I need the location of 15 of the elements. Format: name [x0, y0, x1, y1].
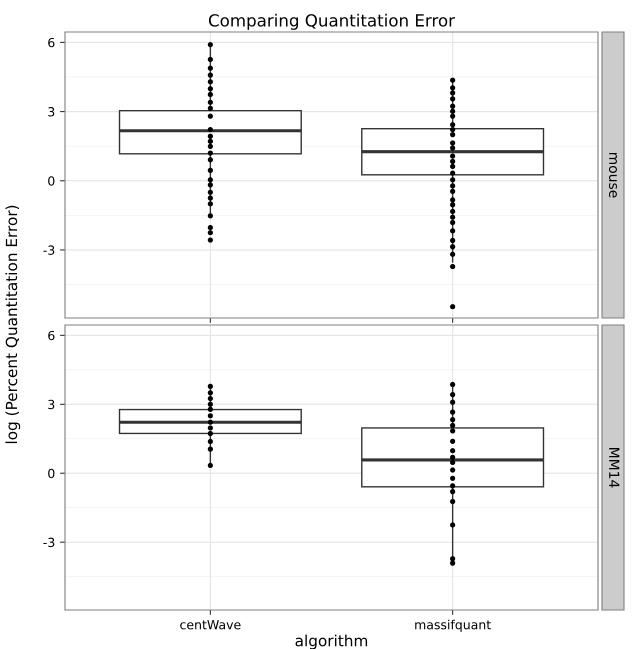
y-tick-label: 0: [48, 468, 54, 478]
y-tick-label: 3: [48, 400, 54, 410]
text: mouse: [608, 152, 617, 198]
y-tick-label: 6: [48, 38, 54, 48]
x-tick-label: massifquant: [415, 620, 491, 632]
y-tick-label: -3: [43, 538, 54, 548]
chart-title: Comparing Quantitation Error: [208, 14, 455, 30]
x-tick-label: centWave: [180, 620, 241, 630]
y-tick-label: 3: [48, 107, 54, 116]
y-tick-label: 0: [48, 176, 54, 186]
x-axis-title: algorithm: [296, 634, 368, 649]
text: MM14: [609, 448, 620, 488]
y-tick-label: -3: [43, 245, 54, 255]
y-axis-title: log (Percent Quantitation Error): [5, 206, 20, 444]
y-tick-label: 6: [48, 330, 54, 340]
